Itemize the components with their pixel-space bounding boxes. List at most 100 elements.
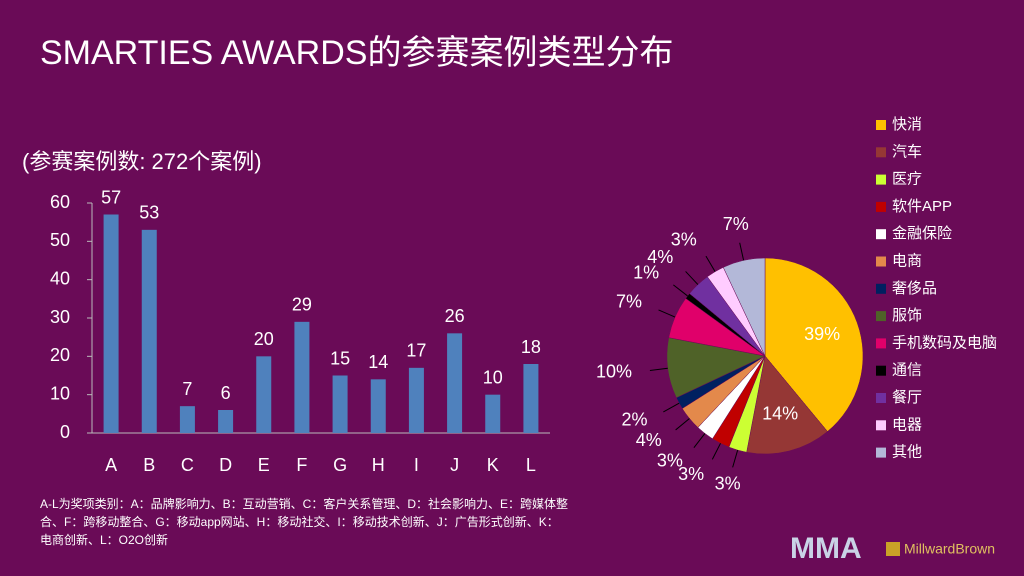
pie-label: 1%	[633, 263, 659, 283]
data-label: 14	[368, 352, 388, 372]
pie-label: 3%	[678, 464, 704, 484]
legend-swatch	[876, 256, 886, 267]
bar	[179, 406, 195, 433]
bar	[408, 367, 424, 433]
pie-label: 2%	[622, 409, 648, 429]
pie-label: 3%	[657, 451, 683, 471]
footnote: A-L为奖项类别：A：品牌影响力、B：互动营销、C：客户关系管理、D：社会影响力…	[40, 496, 568, 511]
legend-label: 软件APP	[892, 198, 952, 215]
legend-label: 电商	[892, 252, 922, 269]
x-tick-label: D	[219, 455, 232, 475]
x-tick-label: F	[296, 455, 307, 475]
legend-label: 电器	[892, 416, 922, 433]
bar	[141, 229, 157, 433]
data-label: 20	[254, 329, 274, 349]
legend-label: 其他	[892, 444, 922, 461]
leader-line	[693, 433, 706, 448]
legend-swatch	[876, 120, 886, 130]
legend-swatch	[876, 174, 886, 185]
data-label: 7	[182, 379, 192, 399]
data-label: 29	[292, 295, 312, 315]
x-tick-label: K	[487, 455, 499, 475]
leader-line	[685, 271, 699, 285]
x-tick-label: C	[181, 455, 194, 475]
leader-line	[705, 255, 716, 272]
y-tick-label: 0	[60, 422, 70, 442]
footnote: 电商创新、L：O2O创新	[40, 532, 168, 547]
y-tick-label: 30	[50, 307, 70, 327]
bar	[218, 410, 234, 433]
y-tick-label: 60	[50, 192, 70, 212]
leader-line	[663, 402, 680, 413]
logo-icon	[886, 542, 900, 556]
legend-swatch	[876, 229, 886, 240]
data-label: 17	[406, 341, 426, 361]
x-tick-label: B	[143, 455, 155, 475]
x-tick-label: A	[105, 455, 117, 475]
pie-label: 14%	[762, 404, 798, 424]
leader-line	[658, 309, 676, 318]
pie-label: 4%	[647, 247, 673, 267]
data-label: 57	[101, 187, 121, 207]
legend-label: 服饰	[892, 307, 922, 324]
pie-label: 7%	[723, 214, 749, 234]
data-label: 10	[483, 367, 503, 387]
pie-slice	[746, 355, 828, 455]
legend-label: 医疗	[892, 171, 922, 188]
leader-line	[649, 367, 668, 372]
legend-label: 奢侈品	[892, 280, 937, 297]
legend-label: 通信	[892, 362, 922, 379]
data-label: 26	[445, 306, 465, 326]
pie-label: 3%	[671, 229, 697, 249]
legend-swatch	[876, 338, 886, 349]
bar	[256, 356, 272, 433]
legend-label: 餐厅	[892, 389, 922, 406]
leader-line	[675, 418, 690, 431]
pie-slice	[722, 257, 766, 357]
legend-swatch	[876, 283, 886, 294]
pie-label: 7%	[616, 292, 642, 312]
pie-label: 39%	[804, 324, 840, 344]
x-tick-label: G	[333, 455, 347, 475]
y-tick-label: 50	[50, 230, 70, 250]
legend-label: 金融保险	[892, 225, 952, 242]
legend-swatch	[876, 420, 886, 431]
x-tick-label: H	[372, 455, 385, 475]
x-tick-label: L	[526, 455, 536, 475]
legend-swatch	[876, 447, 886, 458]
legend-swatch	[876, 147, 886, 158]
bar	[370, 379, 386, 433]
bar	[332, 375, 348, 433]
logo-millwardbrown: MillwardBrown	[904, 541, 995, 557]
legend-label: 汽车	[892, 143, 922, 160]
y-tick-label: 40	[50, 268, 70, 288]
pie-label: 10%	[596, 362, 632, 382]
pie-label: 3%	[715, 473, 741, 493]
legend-label: 快消	[892, 116, 922, 133]
x-tick-label: J	[450, 455, 459, 475]
footnote: 合、F：跨移动整合、G：移动app网站、H：移动社交、I：移动技术创新、J：广告…	[40, 514, 559, 529]
leader-line	[711, 443, 721, 460]
data-label: 6	[221, 383, 231, 403]
leader-line	[673, 284, 688, 297]
bar	[103, 214, 119, 433]
bar	[485, 394, 501, 433]
data-label: 53	[139, 203, 159, 223]
legend-swatch	[876, 311, 886, 322]
leader-line	[732, 449, 739, 468]
legend-swatch	[876, 201, 886, 212]
bar	[447, 333, 463, 433]
leader-line	[739, 242, 745, 261]
y-tick-label: 10	[50, 383, 70, 403]
pie-label: 4%	[636, 430, 662, 450]
legend-swatch	[876, 393, 886, 403]
logo-mma: MMA	[790, 532, 862, 565]
y-tick-label: 20	[50, 345, 70, 365]
slide-title: SMARTIES AWARDS的参赛案例类型分布	[40, 34, 673, 72]
x-tick-label: E	[258, 455, 270, 475]
legend-label: 手机数码及电脑	[892, 334, 997, 351]
legend-swatch	[876, 365, 886, 376]
pie-slice	[764, 257, 864, 432]
